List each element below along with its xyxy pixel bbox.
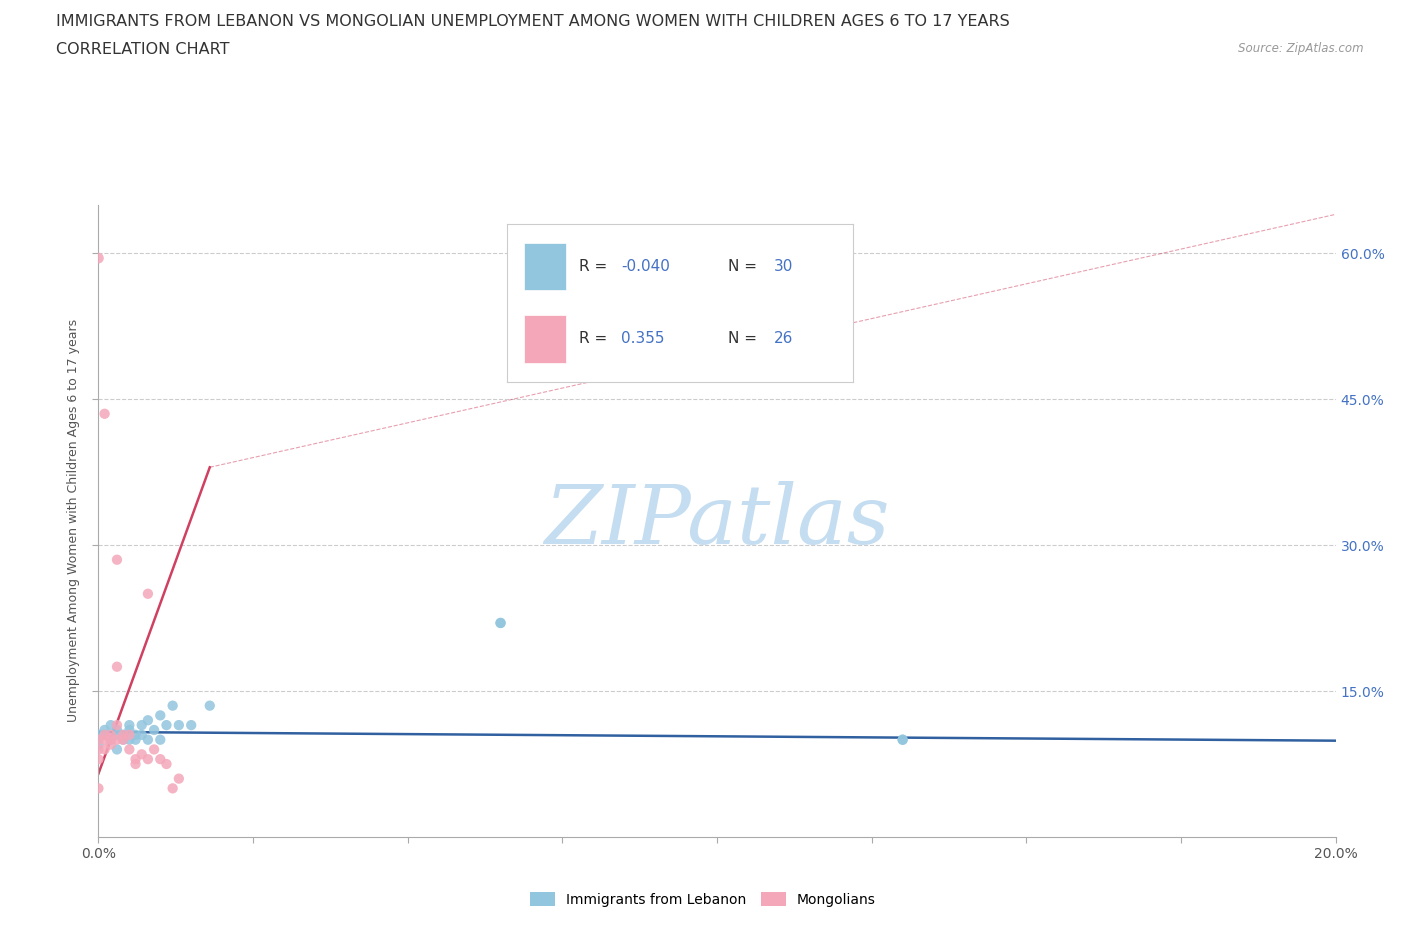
Point xyxy=(87,251,110,266)
Text: ZIPatlas: ZIPatlas xyxy=(544,481,890,561)
Point xyxy=(105,552,128,567)
Point xyxy=(124,757,146,772)
Text: Source: ZipAtlas.com: Source: ZipAtlas.com xyxy=(1239,42,1364,55)
Point xyxy=(93,742,115,757)
Point xyxy=(100,737,122,752)
Point xyxy=(100,718,122,733)
Point xyxy=(198,698,221,713)
Point xyxy=(136,732,159,747)
Point xyxy=(162,698,184,713)
Point xyxy=(131,727,153,742)
Point xyxy=(143,723,166,737)
Point xyxy=(87,732,110,747)
Point xyxy=(112,727,135,742)
Point xyxy=(124,732,146,747)
Point xyxy=(87,727,110,742)
Text: CORRELATION CHART: CORRELATION CHART xyxy=(56,42,229,57)
Point xyxy=(489,616,512,631)
Point xyxy=(136,586,159,601)
Point xyxy=(167,718,190,733)
Text: IMMIGRANTS FROM LEBANON VS MONGOLIAN UNEMPLOYMENT AMONG WOMEN WITH CHILDREN AGES: IMMIGRANTS FROM LEBANON VS MONGOLIAN UNE… xyxy=(56,14,1010,29)
Point xyxy=(155,757,177,772)
Point xyxy=(93,723,115,737)
Y-axis label: Unemployment Among Women with Children Ages 6 to 17 years: Unemployment Among Women with Children A… xyxy=(66,319,80,723)
Point xyxy=(136,712,159,727)
Point xyxy=(87,751,110,766)
Point xyxy=(93,727,115,742)
Point xyxy=(105,718,128,733)
Point xyxy=(100,732,122,747)
Point xyxy=(136,751,159,766)
Point xyxy=(105,732,128,747)
Point xyxy=(87,781,110,796)
Point xyxy=(167,771,190,786)
Point xyxy=(87,742,110,757)
Point xyxy=(105,659,128,674)
Point xyxy=(100,727,122,742)
Point xyxy=(112,732,135,747)
Point xyxy=(93,727,115,742)
Point xyxy=(155,718,177,733)
Point xyxy=(100,732,122,747)
Point xyxy=(180,718,202,733)
Point xyxy=(93,406,115,421)
Point xyxy=(131,718,153,733)
Point xyxy=(112,727,135,742)
Point xyxy=(149,708,172,723)
Point xyxy=(143,742,166,757)
Point xyxy=(124,751,146,766)
Point xyxy=(87,737,110,752)
Point xyxy=(162,781,184,796)
Point xyxy=(118,742,141,757)
Point xyxy=(118,718,141,733)
Point xyxy=(105,723,128,737)
Point xyxy=(118,732,141,747)
Point xyxy=(118,727,141,742)
Point xyxy=(105,742,128,757)
Legend: Immigrants from Lebanon, Mongolians: Immigrants from Lebanon, Mongolians xyxy=(523,885,883,914)
Point xyxy=(93,732,115,747)
Point xyxy=(131,747,153,762)
Point xyxy=(149,732,172,747)
Point xyxy=(118,723,141,737)
Point xyxy=(149,751,172,766)
Point xyxy=(891,732,914,747)
Point xyxy=(489,616,512,631)
Point xyxy=(124,727,146,742)
Point xyxy=(105,727,128,742)
Point xyxy=(112,732,135,747)
Point xyxy=(891,732,914,747)
